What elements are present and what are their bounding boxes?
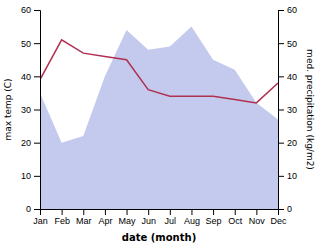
tick-mark	[278, 10, 284, 11]
tick-mark	[278, 110, 284, 111]
tick-label: Dec	[270, 216, 287, 226]
tick-label: Jan	[33, 216, 48, 226]
tick: 30	[278, 105, 297, 115]
tick: 20	[278, 138, 297, 148]
tick-mark	[191, 209, 192, 215]
tick-label: Aug	[184, 216, 200, 226]
tick: Nov	[249, 209, 266, 226]
tick-mark	[62, 209, 63, 215]
tick-mark	[34, 43, 40, 44]
tick: 50	[21, 39, 40, 49]
tick: 20	[21, 138, 40, 148]
tick: May	[119, 209, 137, 226]
tick: 10	[278, 171, 297, 181]
tick-label: Jul	[165, 216, 177, 226]
marks	[40, 27, 278, 209]
tick-label: Mar	[76, 216, 92, 226]
tick-label: 40	[21, 72, 31, 82]
tick: 30	[21, 105, 40, 115]
tick-label: Sep	[206, 216, 222, 226]
tick: 50	[278, 39, 297, 49]
x-axis: Jan Feb Mar Apr May Jun Jul Aug Sep Oct Nov Dec	[33, 209, 287, 226]
y2-axis: 0 10 20 30 40 50 60	[278, 5, 297, 214]
tick-mark	[278, 43, 284, 44]
tick-mark	[34, 209, 40, 210]
tick: Jun	[141, 209, 156, 226]
y2-axis-title: med. precipitation (kg/m2)	[305, 49, 315, 170]
axis-line	[279, 11, 285, 210]
tick: 40	[278, 72, 297, 82]
tick: 0	[26, 204, 40, 214]
tick-mark	[235, 209, 236, 215]
tick-mark	[278, 143, 284, 144]
tick-mark	[278, 209, 284, 210]
tick: 40	[21, 72, 40, 82]
tick-label: 60	[21, 5, 31, 15]
tick-label: 60	[287, 5, 297, 15]
area	[40, 27, 278, 209]
tick-label: Feb	[54, 216, 70, 226]
tick-label: Oct	[228, 216, 243, 226]
y-axis: 0 10 20 30 40 50 60	[21, 5, 41, 214]
axis-line	[34, 11, 41, 210]
tick: Jan	[33, 209, 48, 226]
tick: Dec	[270, 209, 287, 226]
tick: Aug	[184, 209, 200, 226]
tick: 60	[278, 5, 297, 15]
tick-mark	[148, 209, 149, 215]
tick-mark	[278, 76, 284, 77]
tick-mark	[256, 209, 257, 215]
tick-mark	[127, 209, 128, 215]
tick: Mar	[76, 209, 92, 226]
tick-label: 30	[287, 105, 297, 115]
axis-line	[41, 210, 279, 216]
tick-label: 10	[21, 171, 31, 181]
tick: Apr	[98, 209, 112, 226]
tick: Jul	[165, 209, 177, 226]
tick-mark	[34, 76, 40, 77]
tick-label: 20	[21, 138, 31, 148]
tick: Sep	[206, 209, 222, 226]
y-axis-title: max temp (C)	[3, 78, 13, 140]
tick-mark	[34, 10, 40, 11]
tick-label: Nov	[249, 216, 266, 226]
tick-label: Jun	[141, 216, 156, 226]
plot: JanFebMarAprMayJunJulAugSepOctNovDec0102…	[3, 5, 315, 243]
tick-label: 10	[287, 171, 297, 181]
tick-label: 0	[287, 204, 292, 214]
tick-label: 0	[26, 204, 31, 214]
tick-label: 20	[287, 138, 297, 148]
tick-label: 40	[287, 72, 297, 82]
x-axis-title: date (month)	[122, 232, 196, 243]
tick: 60	[21, 5, 40, 15]
tick-mark	[278, 176, 284, 177]
tick-mark	[170, 209, 171, 215]
tick-mark	[83, 209, 84, 215]
tick-label: 30	[21, 105, 31, 115]
tick: 0	[278, 204, 292, 214]
tick-mark	[213, 209, 214, 215]
chart: JanFebMarAprMayJunJulAugSepOctNovDec0102…	[0, 0, 318, 247]
tick: Oct	[228, 209, 243, 226]
tick-label: Apr	[98, 216, 112, 226]
line	[40, 40, 278, 103]
tick-label: 50	[21, 39, 31, 49]
tick-mark	[34, 176, 40, 177]
tick-label: May	[119, 216, 137, 226]
tick-mark	[34, 110, 40, 111]
tick: Feb	[54, 209, 70, 226]
tick: 10	[21, 171, 40, 181]
tick-label: 50	[287, 39, 297, 49]
tick-mark	[34, 143, 40, 144]
tick-mark	[105, 209, 106, 215]
